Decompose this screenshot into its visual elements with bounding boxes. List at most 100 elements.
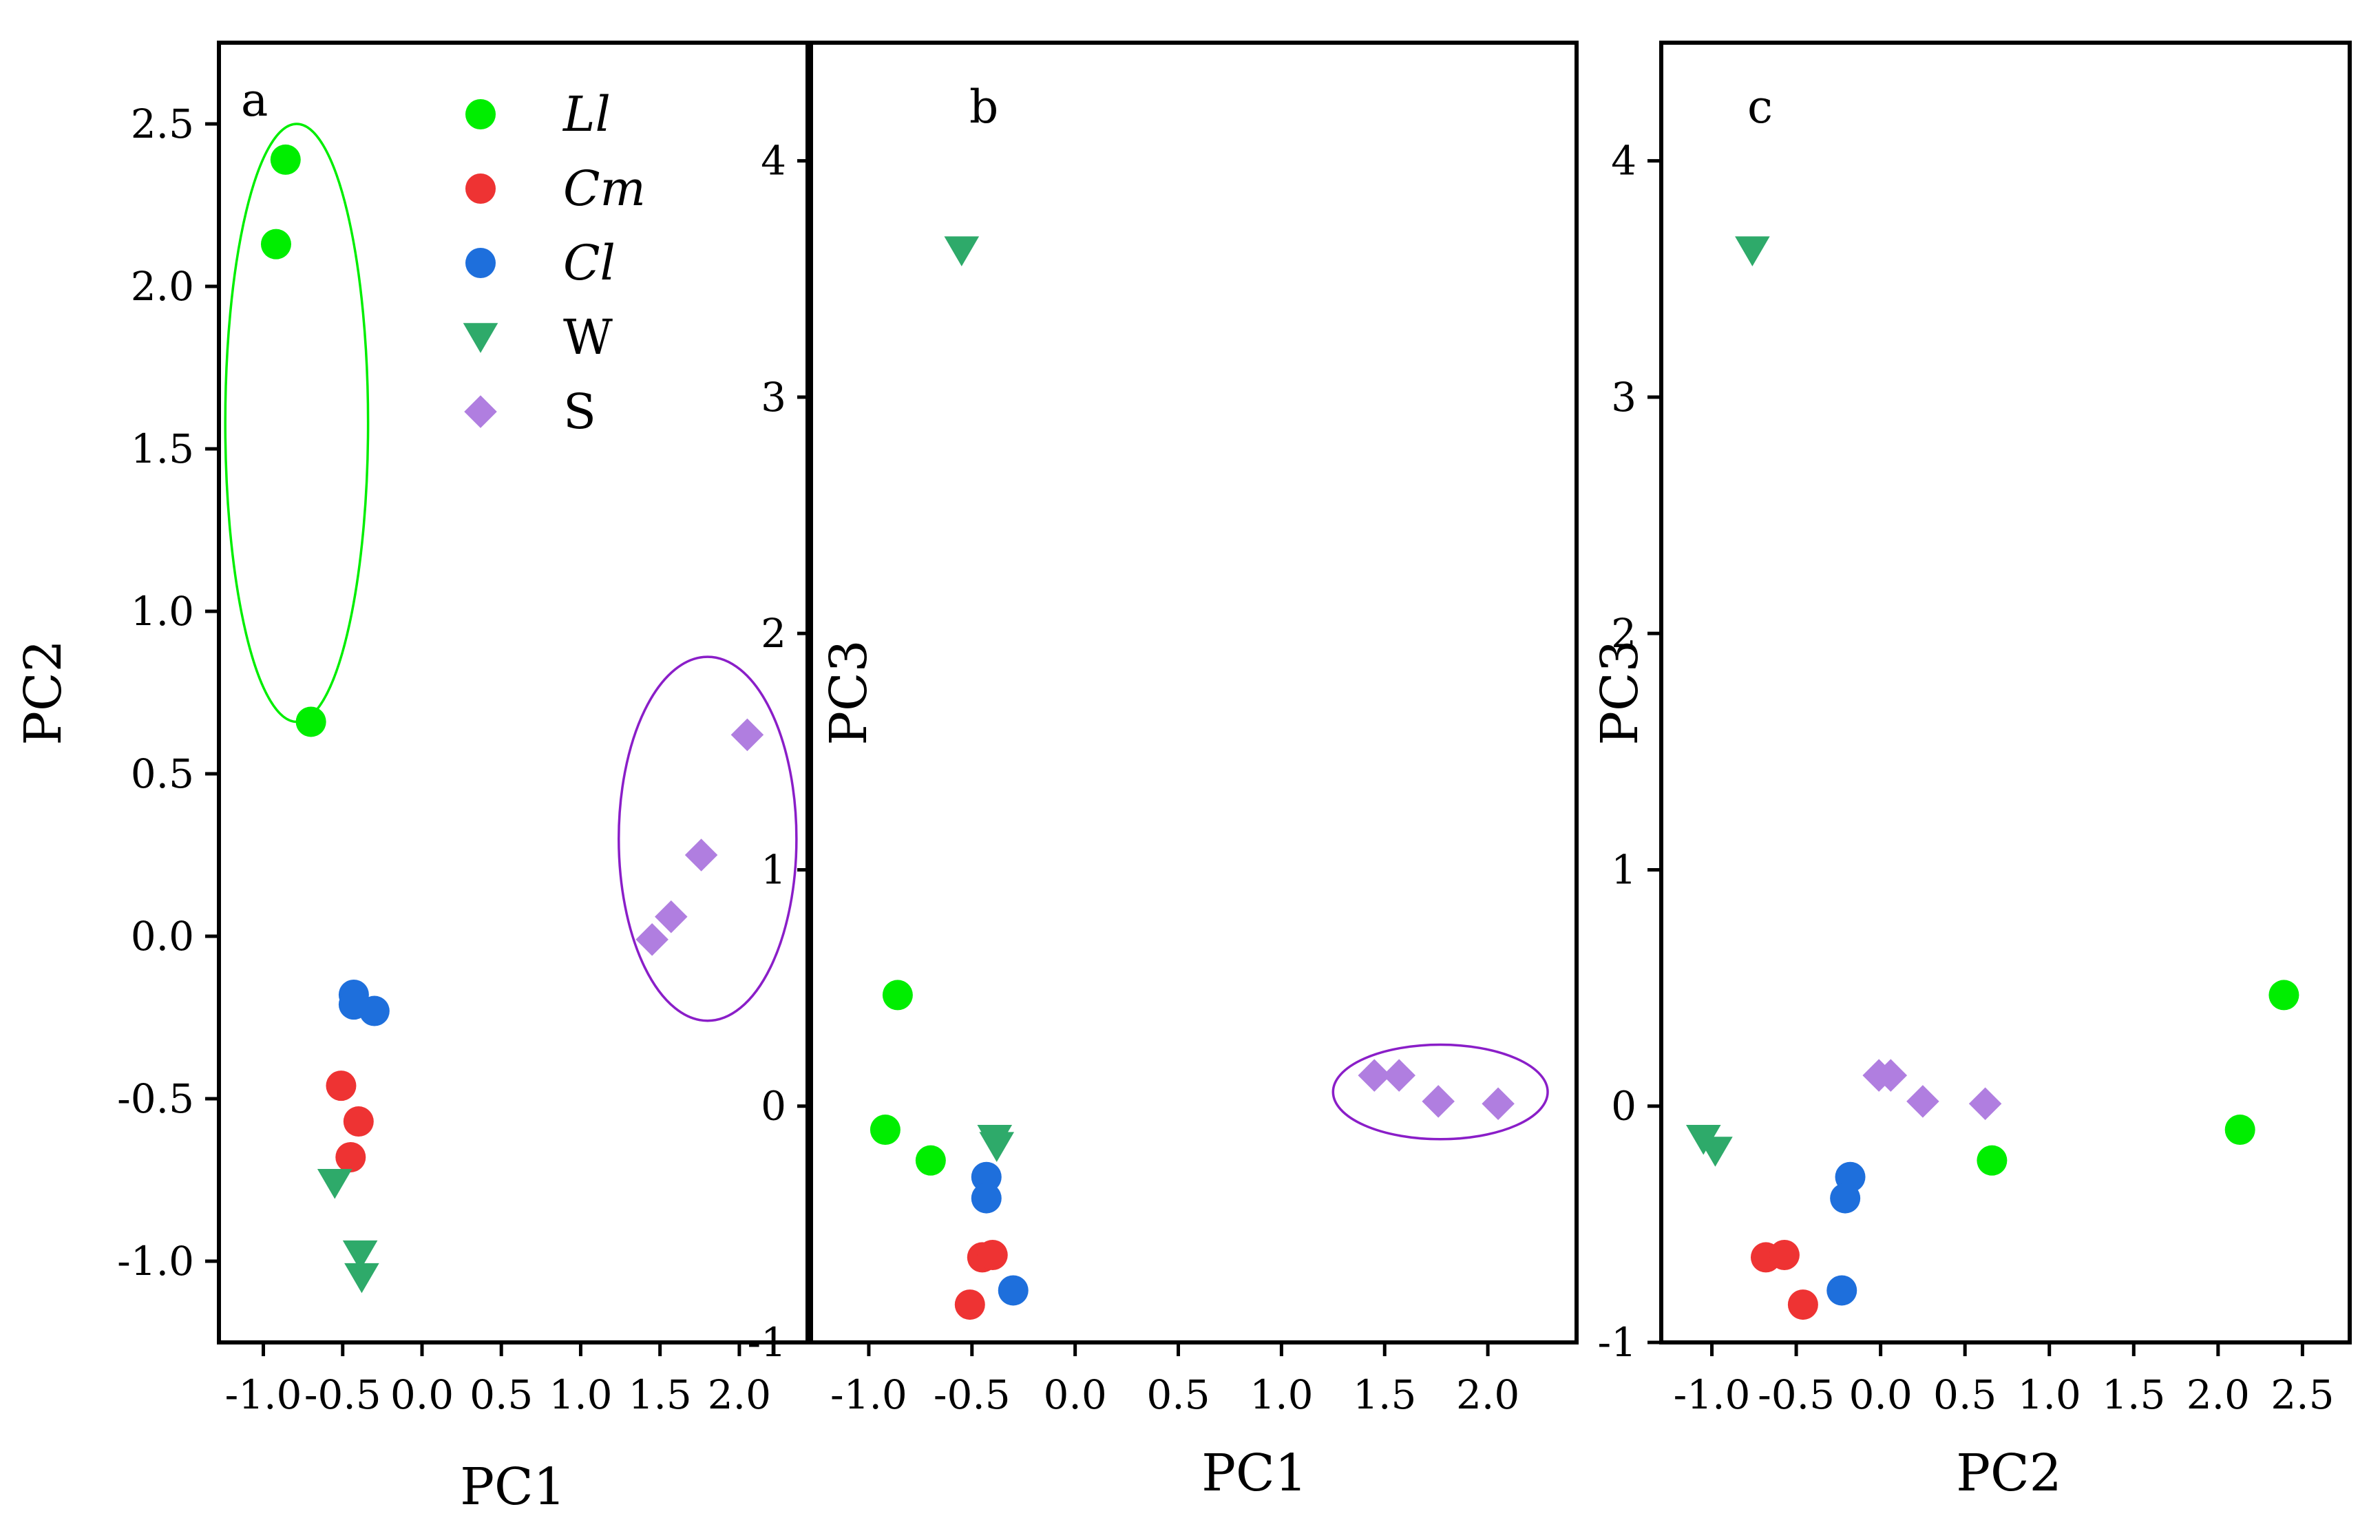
point-ll bbox=[882, 980, 913, 1011]
x-axis-label: PC1 bbox=[1201, 1444, 1307, 1503]
point-s bbox=[1358, 1059, 1391, 1092]
x-tick-label: -0.5 bbox=[934, 1371, 1011, 1418]
point-w bbox=[317, 1168, 352, 1199]
y-axis-label: PC3 bbox=[819, 640, 878, 746]
point-cm bbox=[335, 1141, 366, 1172]
point-s bbox=[684, 838, 718, 872]
point-ll bbox=[870, 1115, 901, 1146]
y-axis-label: PC3 bbox=[1590, 640, 1650, 746]
legend: Ll Cm Cl WS bbox=[463, 86, 646, 440]
point-s bbox=[1874, 1059, 1908, 1092]
x-tick-label: 1.0 bbox=[549, 1371, 612, 1418]
panel-a: -1.0 -0.5 0.0 0.5 1.0 1.5 2.0-1.0-0.50.00.51.0… bbox=[14, 41, 810, 1517]
panel-b: -1.0 -0.5 0.0 0.5 1.0 1.5 2.0 -1 0 1 2 3 4 b PC1 PC3 bbox=[748, 41, 1579, 1503]
x-tick-label: 2.0 bbox=[1456, 1371, 1519, 1418]
cluster-ellipse bbox=[618, 655, 798, 1022]
x-axis-label: PC2 bbox=[1956, 1444, 2062, 1503]
point-ll bbox=[1977, 1145, 2008, 1176]
y-tick-label: -1 bbox=[748, 1319, 787, 1366]
plot-frame bbox=[217, 41, 810, 1344]
cluster-ellipse bbox=[1331, 1043, 1549, 1141]
y-tick-label: 1 bbox=[761, 846, 786, 893]
point-cm bbox=[954, 1289, 985, 1320]
point-s bbox=[730, 718, 764, 752]
y-tick-label: 2 bbox=[761, 610, 786, 657]
y-tick-label: 1 bbox=[1611, 846, 1636, 893]
x-tick-label: 1.5 bbox=[1353, 1371, 1416, 1418]
legend-marker-s bbox=[464, 395, 497, 428]
y-tick-label: 4 bbox=[1611, 138, 1636, 184]
y-tick-label: -1.0 bbox=[117, 1238, 194, 1285]
point-ll bbox=[915, 1145, 946, 1176]
y-tick-label: -1 bbox=[1598, 1319, 1637, 1366]
point-cl bbox=[1830, 1183, 1861, 1214]
y-tick-label: 0 bbox=[1611, 1083, 1636, 1130]
y-axis-label: PC2 bbox=[14, 640, 73, 746]
x-tick-label: 0.5 bbox=[470, 1371, 533, 1418]
legend-label-w: W bbox=[563, 309, 613, 366]
x-tick-label: -0.5 bbox=[1758, 1371, 1835, 1418]
y-tick-label: 2 bbox=[1611, 610, 1636, 657]
y-tick-label: 1.0 bbox=[131, 588, 194, 635]
panel-label: c bbox=[1747, 81, 1773, 134]
cluster-ellipse bbox=[224, 123, 370, 724]
point-cm bbox=[1787, 1289, 1818, 1320]
point-cm bbox=[977, 1239, 1008, 1270]
panel-c: -1.0 -0.5 0.0 0.5 1.0 1.5 2.0 2.5 -1 0 1 2 3 4 c PC2 PC3 bbox=[1590, 41, 2352, 1503]
x-axis-label: PC1 bbox=[460, 1457, 566, 1517]
x-tick-label: 0.0 bbox=[390, 1371, 454, 1418]
legend-marker-cm bbox=[465, 173, 496, 204]
y-tick-label: 0.0 bbox=[131, 913, 194, 960]
point-cl bbox=[971, 1183, 1002, 1214]
y-tick-label: 0.5 bbox=[131, 750, 194, 797]
point-w bbox=[342, 1240, 378, 1271]
legend-marker-w bbox=[463, 323, 498, 353]
x-tick-label: 0.0 bbox=[1849, 1371, 1913, 1418]
y-tick-label: 3 bbox=[1611, 374, 1636, 421]
point-w bbox=[1698, 1137, 1733, 1167]
point-s bbox=[1422, 1085, 1455, 1118]
point-s bbox=[1968, 1087, 2002, 1121]
point-ll bbox=[2268, 980, 2299, 1011]
x-tick-label: 0.5 bbox=[1146, 1371, 1210, 1418]
point-w bbox=[1735, 236, 1770, 266]
x-tick-label: 2.0 bbox=[2187, 1371, 2250, 1418]
y-tick-label: 0 bbox=[761, 1083, 786, 1130]
x-tick-label: -1.0 bbox=[225, 1371, 302, 1418]
point-w bbox=[944, 236, 980, 266]
x-tick-label: 2.0 bbox=[708, 1371, 771, 1418]
point-s bbox=[1482, 1087, 1515, 1121]
x-tick-label: 1.5 bbox=[629, 1371, 692, 1418]
y-tick-label: 2.0 bbox=[131, 263, 194, 310]
point-s bbox=[635, 922, 668, 956]
legend-label-cm: Cm bbox=[563, 160, 646, 217]
point-cl bbox=[998, 1275, 1029, 1306]
x-tick-label: 2.5 bbox=[2271, 1371, 2334, 1418]
panel-label: a bbox=[241, 74, 268, 127]
y-tick-label: 1.5 bbox=[131, 425, 194, 472]
point-w bbox=[977, 1125, 1013, 1155]
point-cl bbox=[359, 995, 390, 1026]
point-cm bbox=[1769, 1239, 1800, 1270]
x-tick-label: 1.0 bbox=[2018, 1371, 2081, 1418]
legend-label-s: S bbox=[563, 383, 596, 440]
point-ll bbox=[295, 706, 326, 737]
x-tick-label: -1.0 bbox=[830, 1371, 907, 1418]
point-w bbox=[344, 1263, 379, 1294]
point-cl bbox=[971, 1161, 1002, 1192]
x-tick-label: -1.0 bbox=[1674, 1371, 1751, 1418]
point-s bbox=[655, 900, 688, 934]
panel-label: b bbox=[969, 81, 998, 134]
x-tick-label: -0.5 bbox=[304, 1371, 381, 1418]
x-tick-label: 0.5 bbox=[1933, 1371, 1997, 1418]
point-ll bbox=[2224, 1115, 2255, 1146]
legend-marker-ll bbox=[465, 99, 496, 129]
point-cl bbox=[1826, 1275, 1857, 1306]
y-tick-label: 3 bbox=[761, 374, 786, 421]
point-s bbox=[1906, 1085, 1939, 1118]
plot-frame bbox=[1659, 41, 2352, 1344]
plot-frame bbox=[809, 41, 1579, 1344]
y-tick-label: 4 bbox=[761, 138, 786, 184]
x-tick-label: 1.5 bbox=[2102, 1371, 2165, 1418]
